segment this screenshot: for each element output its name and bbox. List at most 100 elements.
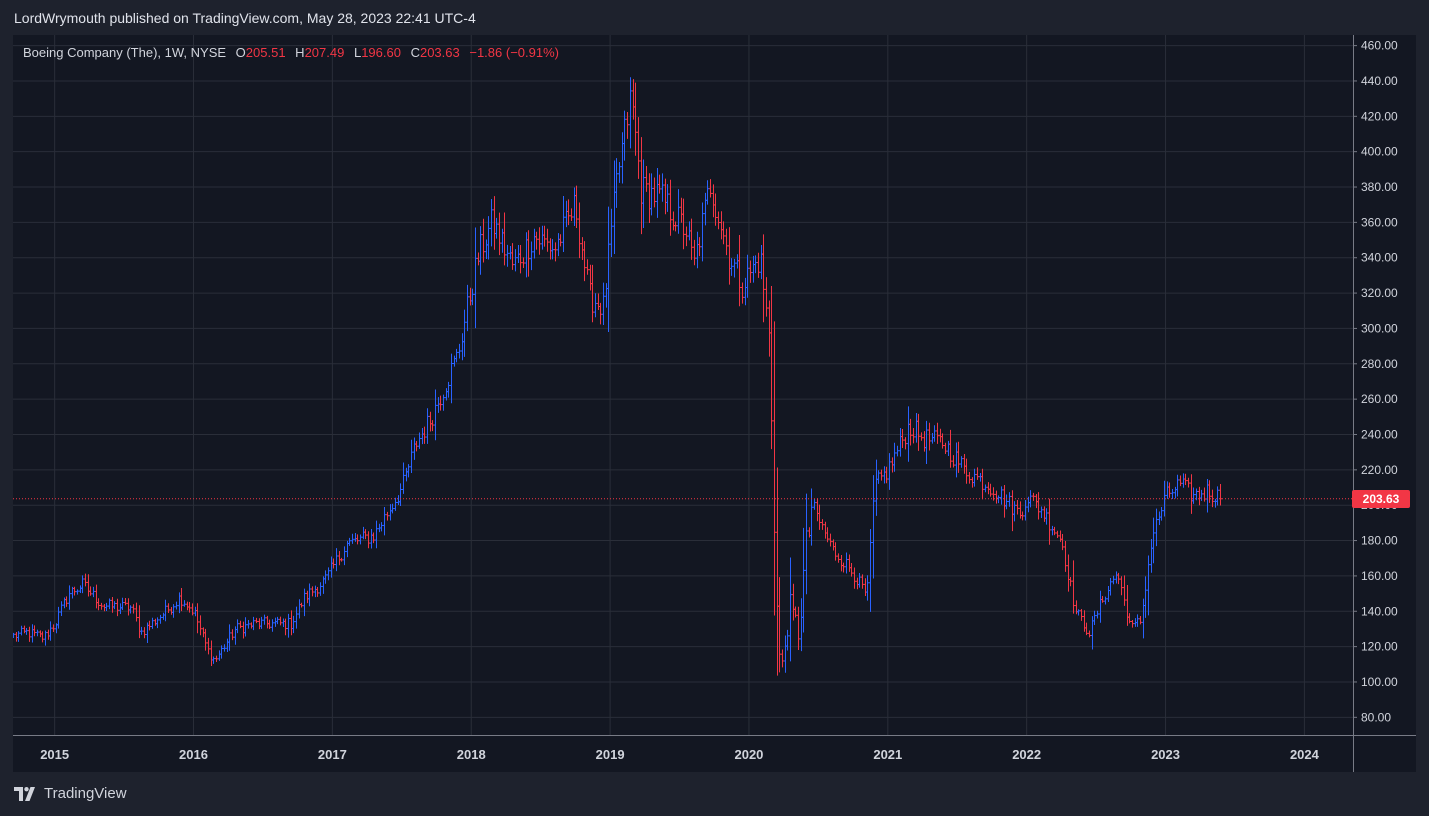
ohlc-bar — [172, 604, 175, 618]
ohlc-bar — [391, 503, 394, 514]
ohlc-bar — [36, 629, 39, 637]
ohlc-bar — [1203, 487, 1206, 502]
ohlc-bar — [455, 348, 458, 363]
ohlc-bar — [586, 259, 589, 275]
ohlc-bar — [389, 504, 392, 521]
ohlc-bar — [498, 212, 501, 256]
ohlc-bar — [450, 353, 453, 404]
ohlc-bar — [607, 206, 610, 332]
ohlc-bar — [372, 532, 375, 544]
ohlc-bar — [292, 615, 295, 634]
ohlc-bar — [100, 602, 103, 610]
ohlc-bar — [108, 598, 111, 610]
ohlc-bar — [207, 637, 210, 655]
ohlc-bar — [519, 245, 522, 274]
ohlc-bar — [1136, 614, 1139, 627]
ohlc-bar — [485, 239, 488, 260]
ohlc-bar — [266, 615, 269, 629]
ohlc-bar — [693, 239, 696, 266]
high-label: H — [295, 45, 305, 60]
y-tick-label: 460.00 — [1361, 39, 1398, 53]
ohlc-bar — [324, 570, 327, 584]
ohlc-bar — [720, 211, 723, 240]
ohlc-bar — [546, 228, 549, 252]
ohlc-bar — [274, 617, 277, 627]
ohlc-bar — [786, 629, 789, 651]
ohlc-bar — [506, 244, 509, 267]
ohlc-bar — [132, 604, 135, 614]
ohlc-bar — [885, 466, 888, 484]
ohlc-bar — [375, 520, 378, 549]
ohlc-bar — [899, 427, 902, 457]
chart-pane[interactable]: 80.00100.00120.00140.00160.00180.00200.0… — [13, 35, 1416, 772]
ohlc-bar — [850, 563, 853, 577]
ohlc-bar — [554, 242, 557, 262]
change-value: −1.86 (−0.91%) — [469, 45, 559, 60]
ohlc-bar — [316, 587, 319, 597]
x-tick-label: 2016 — [179, 747, 208, 762]
ohlc-bar — [802, 527, 805, 633]
ohlc-bar — [111, 596, 114, 613]
ohlc-bar — [1040, 506, 1043, 518]
ohlc-bar — [1166, 481, 1169, 499]
ohlc-bar — [965, 458, 968, 484]
ohlc-bar — [1045, 508, 1048, 525]
ohlc-bar — [597, 293, 600, 310]
y-tick-label: 80.00 — [1361, 710, 1391, 724]
ohlc-bar — [1088, 630, 1091, 638]
ohlc-bar — [562, 196, 565, 252]
price-chart[interactable]: 80.00100.00120.00140.00160.00180.00200.0… — [13, 35, 1416, 772]
brand-footer[interactable]: TradingView — [14, 785, 127, 802]
ohlc-bar — [963, 453, 966, 474]
ohlc-bar — [901, 429, 904, 449]
ohlc-bar — [778, 577, 781, 673]
ohlc-bar — [1016, 500, 1019, 515]
ohlc-bar — [1053, 526, 1056, 536]
y-tick-label: 240.00 — [1361, 427, 1398, 441]
ohlc-bar — [1214, 498, 1217, 508]
ohlc-bar — [429, 411, 432, 432]
ohlc-bar — [271, 619, 274, 632]
ohlc-bar — [920, 432, 923, 441]
ohlc-bar — [1179, 475, 1182, 487]
ohlc-bar — [1120, 576, 1123, 596]
ohlc-bar — [917, 413, 920, 451]
ohlc-bar — [236, 619, 239, 634]
ohlc-bar — [514, 249, 517, 272]
grid-lines — [13, 35, 1353, 735]
ohlc-bar — [284, 618, 287, 636]
ohlc-bar — [912, 427, 915, 444]
ohlc-bar — [845, 552, 848, 574]
ohlc-bar — [68, 585, 71, 610]
ohlc-bar — [832, 539, 835, 551]
ohlc-bar — [784, 635, 787, 673]
y-tick-label: 440.00 — [1361, 74, 1398, 88]
ohlc-bar — [722, 221, 725, 245]
ohlc-bar — [466, 284, 469, 332]
ohlc-bar — [57, 606, 60, 629]
ohlc-bar — [677, 189, 680, 234]
y-tick-label: 220.00 — [1361, 463, 1398, 477]
ohlc-bar — [1171, 489, 1174, 499]
ohlc-bar — [1184, 473, 1187, 485]
ohlc-bar — [1115, 571, 1118, 584]
x-tick-label: 2018 — [457, 747, 486, 762]
ohlc-bar — [1043, 506, 1046, 522]
ohlc-bar — [533, 228, 536, 259]
ohlc-bar — [527, 230, 530, 277]
ohlc-bar — [872, 475, 875, 579]
ohlc-bar — [623, 110, 626, 161]
ohlc-bar — [856, 577, 859, 590]
ohlc-bar — [567, 199, 570, 226]
ohlc-bar — [121, 597, 124, 610]
ohlc-bar — [239, 620, 242, 629]
ohlc-bar — [789, 557, 792, 662]
x-tick-label: 2020 — [734, 747, 763, 762]
ohlc-bar — [178, 592, 181, 614]
ohlc-bar — [981, 468, 984, 500]
ohlc-bar — [477, 252, 480, 266]
ohlc-bar — [888, 453, 891, 490]
ohlc-bar — [47, 629, 50, 640]
ohlc-bar — [52, 624, 55, 633]
ohlc-bar — [709, 179, 712, 198]
